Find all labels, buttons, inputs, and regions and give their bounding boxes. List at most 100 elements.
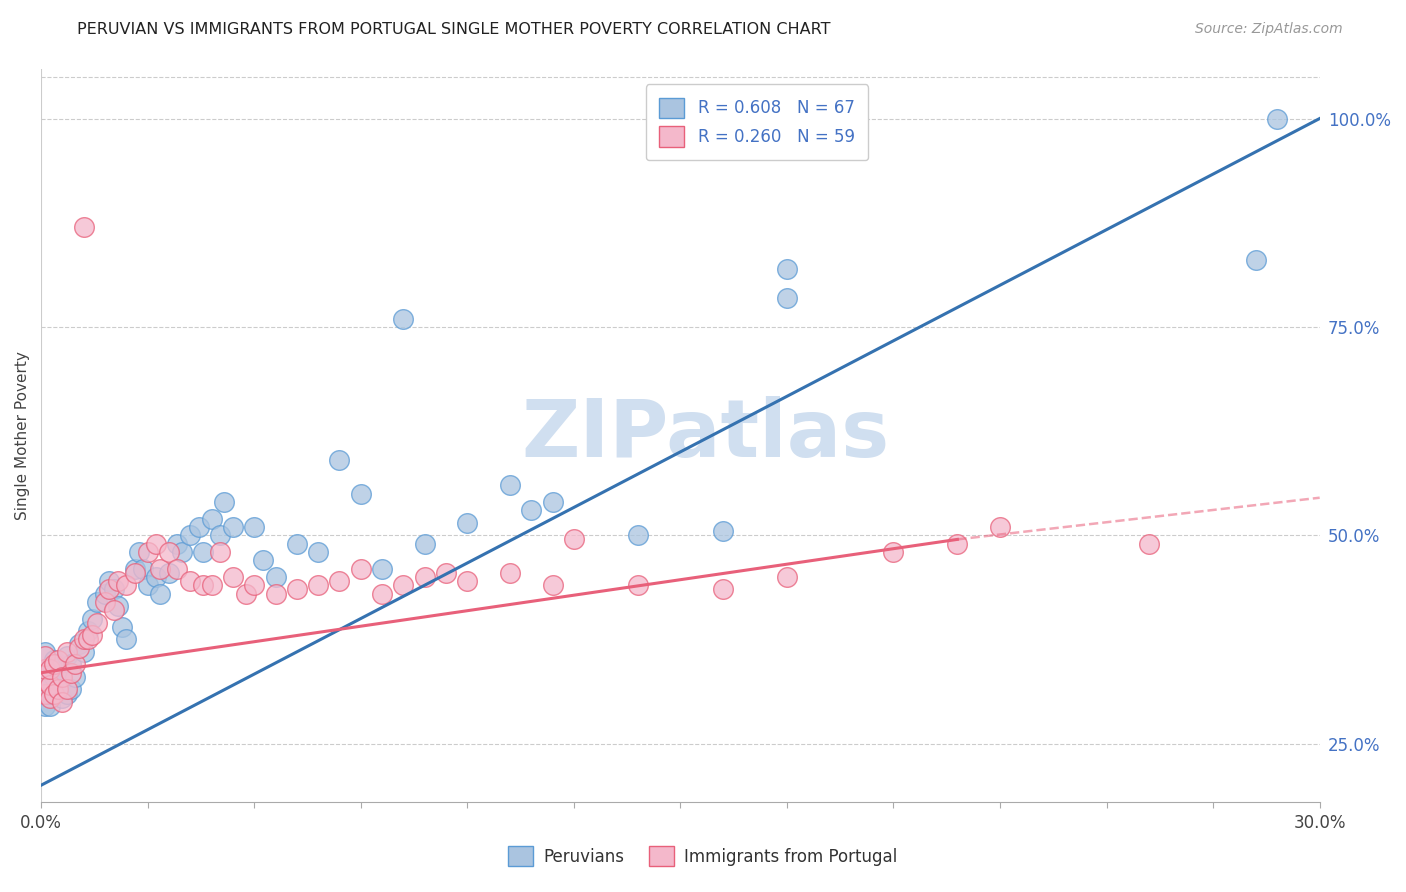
Point xyxy=(136,545,159,559)
Point xyxy=(107,574,129,588)
Point xyxy=(63,670,86,684)
Point xyxy=(1244,253,1267,268)
Point xyxy=(107,599,129,613)
Point xyxy=(191,545,214,559)
Point xyxy=(200,511,222,525)
Point xyxy=(776,291,799,305)
Point xyxy=(82,628,104,642)
Point xyxy=(413,570,436,584)
Point xyxy=(222,570,245,584)
Point xyxy=(776,570,799,584)
Point xyxy=(55,687,77,701)
Point xyxy=(243,578,266,592)
Point xyxy=(187,520,209,534)
Point xyxy=(86,615,108,630)
Point xyxy=(541,495,564,509)
Point xyxy=(42,670,65,684)
Point xyxy=(55,682,77,697)
Point xyxy=(170,545,193,559)
Point xyxy=(77,632,100,647)
Point xyxy=(98,574,121,588)
Point xyxy=(34,678,56,692)
Point xyxy=(103,582,125,597)
Point xyxy=(456,574,478,588)
Point xyxy=(136,578,159,592)
Point xyxy=(55,645,77,659)
Point xyxy=(1137,536,1160,550)
Point xyxy=(434,566,457,580)
Point xyxy=(86,595,108,609)
Point xyxy=(307,578,329,592)
Point xyxy=(34,662,56,676)
Point xyxy=(34,670,56,684)
Point xyxy=(34,687,56,701)
Point xyxy=(77,624,100,638)
Point xyxy=(46,653,69,667)
Point xyxy=(200,578,222,592)
Point xyxy=(103,603,125,617)
Point xyxy=(166,561,188,575)
Point xyxy=(124,566,146,580)
Point xyxy=(252,553,274,567)
Point xyxy=(145,570,167,584)
Point xyxy=(128,545,150,559)
Point xyxy=(776,261,799,276)
Point xyxy=(413,536,436,550)
Point xyxy=(235,586,257,600)
Point xyxy=(988,520,1011,534)
Legend: Peruvians, Immigrants from Portugal: Peruvians, Immigrants from Portugal xyxy=(501,838,905,875)
Point xyxy=(371,561,394,575)
Point xyxy=(328,453,350,467)
Point xyxy=(51,695,73,709)
Point xyxy=(38,678,60,692)
Point xyxy=(38,690,60,705)
Point xyxy=(94,595,117,609)
Point xyxy=(627,528,650,542)
Point xyxy=(124,561,146,575)
Point xyxy=(711,524,734,538)
Point xyxy=(51,674,73,689)
Point xyxy=(392,311,415,326)
Point xyxy=(1265,112,1288,126)
Point xyxy=(98,582,121,597)
Point xyxy=(179,528,201,542)
Point xyxy=(38,662,60,676)
Point xyxy=(157,566,180,580)
Point xyxy=(350,561,373,575)
Point xyxy=(42,687,65,701)
Point xyxy=(209,528,232,542)
Point xyxy=(51,670,73,684)
Point xyxy=(38,687,60,701)
Point xyxy=(46,657,69,672)
Point xyxy=(371,586,394,600)
Point xyxy=(191,578,214,592)
Point xyxy=(73,632,96,647)
Point xyxy=(166,536,188,550)
Point xyxy=(222,520,245,534)
Point xyxy=(499,478,522,492)
Point xyxy=(59,682,82,697)
Point xyxy=(627,578,650,592)
Point xyxy=(285,582,308,597)
Point xyxy=(59,657,82,672)
Point xyxy=(42,657,65,672)
Point xyxy=(946,536,969,550)
Point xyxy=(456,516,478,530)
Legend: R = 0.608   N = 67, R = 0.260   N = 59: R = 0.608 N = 67, R = 0.260 N = 59 xyxy=(647,84,868,160)
Point xyxy=(73,645,96,659)
Point xyxy=(157,545,180,559)
Point xyxy=(63,657,86,672)
Point xyxy=(350,486,373,500)
Point xyxy=(328,574,350,588)
Point xyxy=(34,699,56,714)
Point xyxy=(55,648,77,663)
Point xyxy=(541,578,564,592)
Point xyxy=(59,665,82,680)
Point xyxy=(82,611,104,625)
Point xyxy=(562,533,585,547)
Point xyxy=(34,662,56,676)
Text: ZIPatlas: ZIPatlas xyxy=(522,396,890,475)
Point xyxy=(34,687,56,701)
Text: PERUVIAN VS IMMIGRANTS FROM PORTUGAL SINGLE MOTHER POVERTY CORRELATION CHART: PERUVIAN VS IMMIGRANTS FROM PORTUGAL SIN… xyxy=(77,22,831,37)
Point xyxy=(115,578,138,592)
